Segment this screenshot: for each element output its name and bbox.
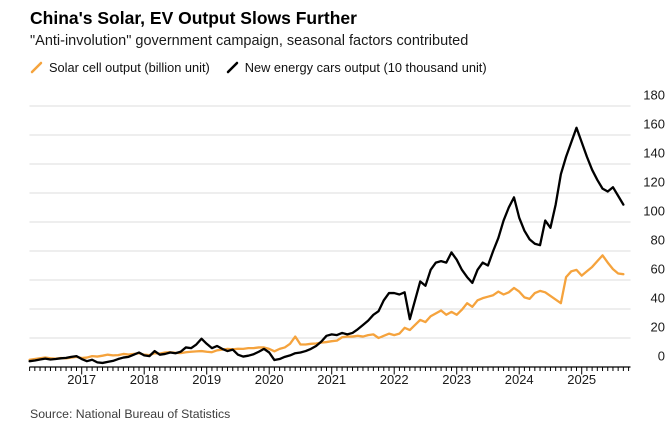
x-axis-label: 2023 (442, 372, 471, 387)
nev-slash-icon (226, 61, 239, 74)
x-axis-label: 2021 (317, 372, 346, 387)
solar-slash-icon (30, 61, 43, 74)
page-subtitle: "Anti-involution" government campaign, s… (30, 33, 469, 49)
source-note: Source: National Bureau of Statistics (30, 407, 231, 421)
legend: Solar cell output (billion unit) New ene… (30, 60, 487, 75)
x-axis-label: 2024 (505, 372, 534, 387)
legend-item-solar: Solar cell output (billion unit) (30, 60, 210, 75)
y-axis-label: 40 (651, 291, 665, 306)
y-axis-label: 80 (651, 233, 665, 248)
x-axis-label: 2017 (67, 372, 96, 387)
legend-label-solar: Solar cell output (billion unit) (49, 60, 210, 75)
x-axis-label: 2020 (255, 372, 284, 387)
x-axis-label: 2022 (380, 372, 409, 387)
y-axis-label: 60 (651, 262, 665, 277)
y-axis-label: 0 (658, 349, 665, 364)
x-axis-label: 2025 (567, 372, 596, 387)
nev-series-line (28, 126, 625, 365)
page-title: China's Solar, EV Output Slows Further (30, 8, 357, 28)
legend-label-nev: New energy cars output (10 thousand unit… (244, 60, 487, 75)
y-axis-label: 100 (643, 204, 665, 219)
legend-item-nev: New energy cars output (10 thousand unit… (226, 60, 487, 75)
y-axis-label: 20 (651, 320, 665, 335)
y-axis-label: 180 (643, 88, 665, 103)
y-axis-label: 120 (643, 175, 665, 190)
x-axis-label: 2019 (192, 372, 221, 387)
y-axis-label: 160 (643, 117, 665, 132)
y-axis-label: 140 (643, 146, 665, 161)
x-axis-label: 2018 (130, 372, 159, 387)
solar-series-line (28, 254, 625, 361)
